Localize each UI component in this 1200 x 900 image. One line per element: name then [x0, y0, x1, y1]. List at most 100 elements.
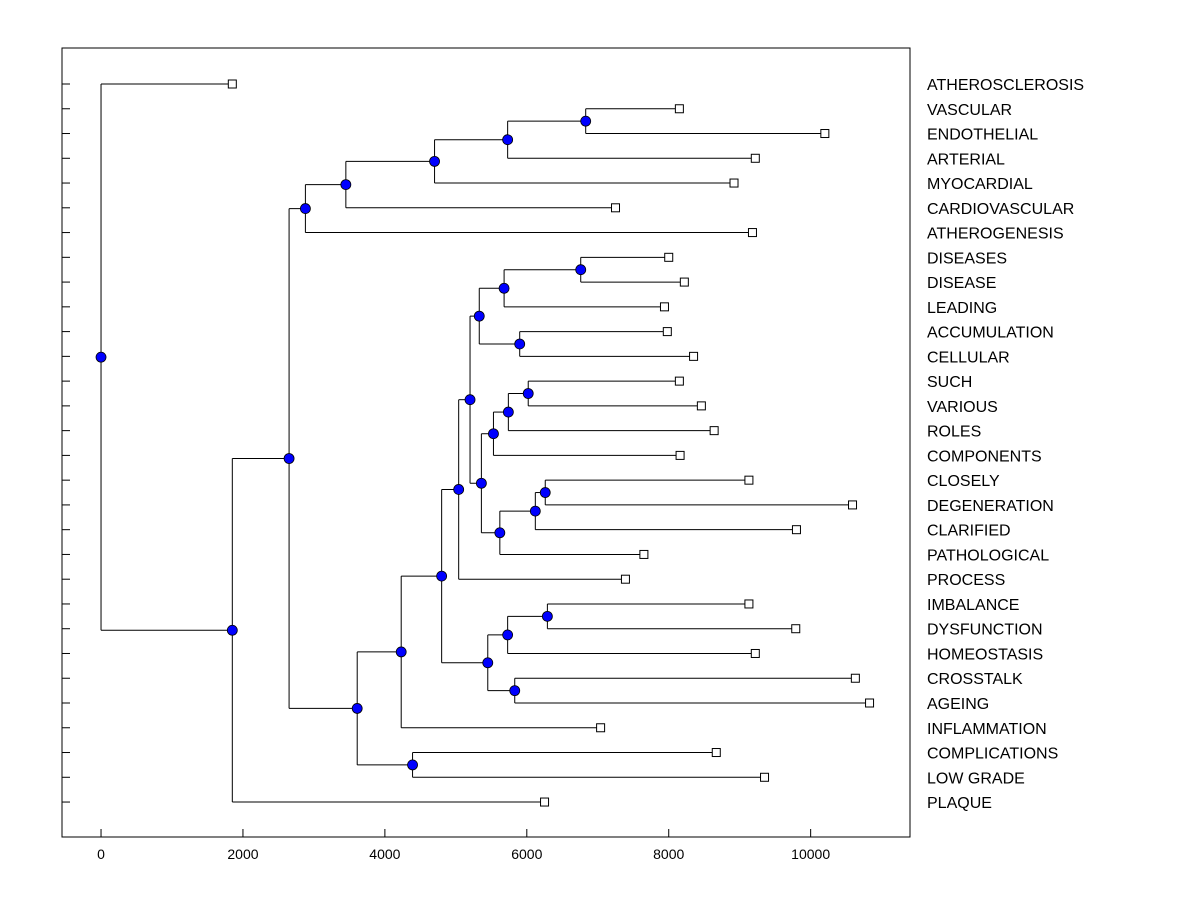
leaf-marker	[674, 104, 684, 114]
leaf-marker	[729, 178, 739, 188]
leaf-marker	[709, 426, 719, 436]
leaf-label: DISEASES	[927, 250, 1007, 267]
merge-node	[340, 179, 352, 190]
merge-node	[351, 703, 363, 714]
merge-node	[395, 646, 407, 658]
leaf-marker	[675, 450, 685, 460]
x-tick-label: 0	[97, 846, 105, 862]
merge-node	[436, 570, 448, 582]
leaf-marker	[744, 475, 754, 485]
leaf-marker	[744, 599, 754, 609]
merge-node	[453, 484, 465, 495]
leaf-marker	[674, 376, 684, 386]
leaf-marker	[659, 302, 669, 312]
merge-node	[514, 338, 526, 350]
merge-node	[502, 406, 514, 418]
leaf-marker	[596, 723, 606, 733]
merge-node	[539, 487, 551, 498]
leaf-label: DISEASE	[927, 275, 996, 292]
merge-node	[498, 282, 510, 294]
leaf-label: PLAQUE	[927, 795, 992, 812]
merge-node	[509, 685, 521, 697]
leaf-marker	[696, 401, 706, 411]
leaf-label: IMBALANCE	[927, 597, 1019, 614]
leaf-label: SUCH	[927, 374, 972, 391]
leaf-label: ROLES	[927, 424, 981, 441]
leaf-marker	[540, 797, 550, 807]
leaf-marker	[820, 129, 830, 139]
merge-node	[502, 134, 514, 146]
merge-node	[473, 310, 485, 322]
leaf-marker	[620, 574, 630, 584]
merge-node	[95, 351, 107, 363]
leaf-marker	[760, 772, 770, 782]
merge-node-markers	[95, 115, 592, 771]
merge-node	[300, 203, 311, 214]
leaf-label: ACCUMULATION	[927, 325, 1054, 342]
leaf-label: LEADING	[927, 300, 997, 317]
leaf-marker	[791, 525, 801, 535]
leaf-label: ATHEROGENESIS	[927, 226, 1064, 243]
y-tick-marks	[62, 83, 70, 803]
leaf-label: CELLULAR	[927, 349, 1010, 366]
leaf-marker	[689, 351, 699, 361]
leaf-label: COMPONENTS	[927, 448, 1042, 465]
merge-node	[541, 610, 553, 622]
leaf-marker	[850, 673, 860, 683]
merge-node	[482, 657, 494, 669]
leaf-label: DYSFUNCTION	[927, 622, 1043, 639]
x-tick-label: 10000	[791, 846, 830, 862]
merge-node	[529, 505, 541, 517]
merge-node	[580, 115, 592, 127]
leaf-label: ENDOTHELIAL	[927, 127, 1038, 144]
leaf-label: CLARIFIED	[927, 523, 1011, 540]
merge-node	[522, 388, 534, 399]
leaf-label: MYOCARDIAL	[927, 176, 1033, 193]
x-tick-label: 4000	[369, 846, 400, 862]
leaf-label: AGEING	[927, 696, 989, 713]
leaf-label: PROCESS	[927, 572, 1005, 589]
leaf-labels: ATHEROSCLEROSIS VASCULAR ENDOTHELIAL ARTERI…	[927, 77, 1084, 812]
plot-frame	[61, 47, 911, 838]
merge-node	[488, 428, 499, 440]
x-tick-label: 2000	[227, 846, 258, 862]
leaf-label: DEGENERATION	[927, 498, 1054, 515]
merge-node	[502, 629, 514, 641]
leaf-label: VARIOUS	[927, 399, 998, 416]
leaf-marker	[750, 153, 760, 163]
merge-node	[226, 624, 238, 636]
leaf-markers	[227, 79, 875, 807]
merge-node	[429, 155, 440, 167]
merge-node	[283, 453, 295, 464]
leaf-marker	[791, 624, 801, 634]
leaf-marker	[679, 277, 689, 287]
leaf-label: CROSSTALK	[927, 671, 1023, 688]
leaf-label: COMPLICATIONS	[927, 746, 1058, 763]
leaf-marker	[865, 698, 875, 708]
leaf-label: VASCULAR	[927, 102, 1012, 119]
leaf-marker	[750, 648, 760, 658]
merge-node	[407, 759, 418, 771]
leaf-marker	[662, 327, 672, 337]
leaf-marker	[711, 748, 721, 758]
x-axis: 0 2000 4000 6000 8000 10000	[97, 829, 830, 862]
leaf-label: INFLAMMATION	[927, 721, 1047, 738]
leaf-marker	[747, 228, 757, 238]
leaf-label: ATHEROSCLEROSIS	[927, 77, 1084, 94]
leaf-label: HOMEOSTASIS	[927, 646, 1043, 663]
leaf-marker	[611, 203, 621, 213]
leaf-label: PATHOLOGICAL	[927, 547, 1049, 564]
merge-node	[464, 394, 476, 406]
leaf-marker	[664, 252, 674, 262]
merge-node	[575, 264, 587, 276]
leaf-marker	[639, 549, 649, 559]
x-tick-label: 6000	[511, 846, 542, 862]
leaf-label: CLOSELY	[927, 473, 1000, 490]
merge-node	[494, 527, 506, 539]
leaf-marker	[227, 79, 237, 89]
x-tick-label: 8000	[653, 846, 684, 862]
leaf-label: LOW GRADE	[927, 770, 1025, 787]
merge-node	[475, 477, 487, 489]
leaf-marker	[848, 500, 858, 510]
